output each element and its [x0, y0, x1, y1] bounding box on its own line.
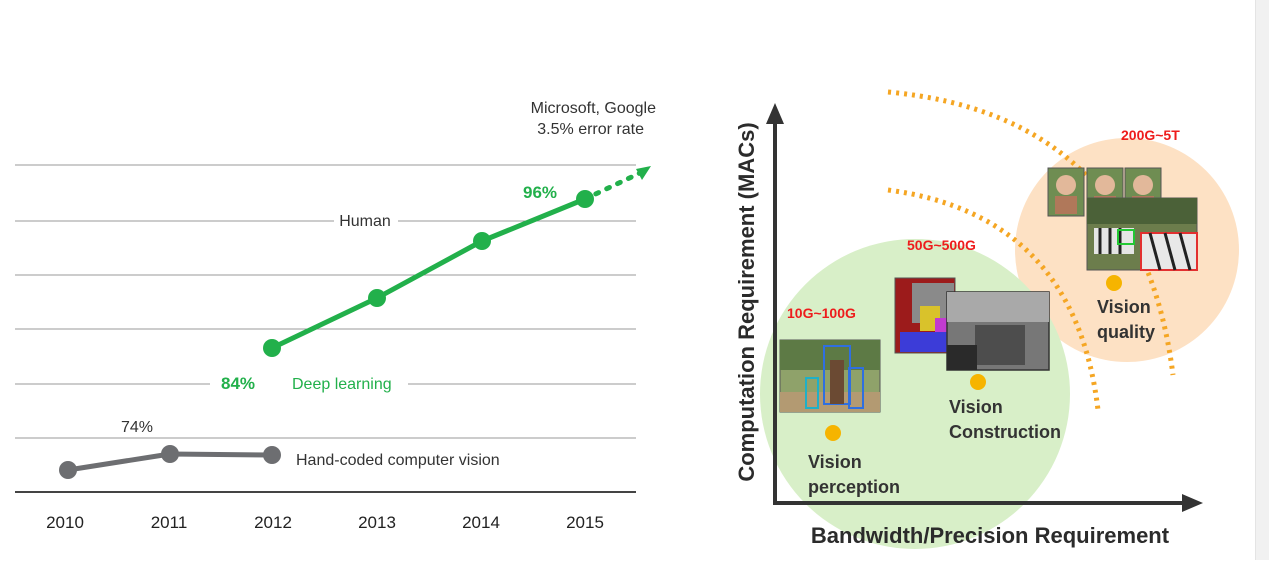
projection-arrowhead [636, 166, 651, 180]
deep-learning-point [473, 232, 491, 250]
hand-coded-point [59, 461, 77, 479]
stage-label-line2: quality [1097, 322, 1155, 342]
x-tick-labels: 2010 2011 2012 2013 2014 2015 [46, 513, 604, 532]
x-tick-label: 2014 [462, 513, 500, 532]
annotation-line1: Microsoft, Google [531, 100, 656, 117]
annotation-line2: 3.5% error rate [537, 121, 644, 138]
deep-learning-end-pct: 96% [523, 183, 557, 202]
x-tick-label: 2013 [358, 513, 396, 532]
stage-vision-construction: 50G~500G Vision Construction [894, 237, 1061, 442]
human-label: Human [339, 213, 391, 230]
deep-learning-label: Deep learning [292, 376, 392, 393]
hand-coded-label: Hand-coded computer vision [296, 452, 500, 469]
deep-learning-point [368, 289, 386, 307]
perception-image [779, 339, 881, 413]
page-edge-strip [1255, 0, 1269, 560]
y-axis-title: Computation Requirement (MACs) [734, 122, 759, 481]
macs-label-construction: 50G~500G [907, 237, 976, 253]
stage-label-line1: Vision [949, 397, 1003, 417]
x-axis-title: Bandwidth/Precision Requirement [811, 523, 1170, 548]
stage-vision-quality: 200G~5T Vision quality [1047, 127, 1198, 342]
imagenet-accuracy-chart: 2010 2011 2012 2013 2014 2015 74% Hand-c… [15, 100, 656, 532]
stage-label-line2: Construction [949, 422, 1061, 442]
deep-learning-point [263, 339, 281, 357]
stage-vision-perception: 10G~100G Vision perception [779, 305, 900, 497]
stage-dot [825, 425, 841, 441]
chart-gridlines [15, 164, 636, 439]
deep-learning-start-pct: 84% [221, 374, 255, 393]
hand-coded-point [161, 445, 179, 463]
macs-label-perception: 10G~100G [787, 305, 856, 321]
vision-requirements-diagram: Bandwidth/Precision Requirement Computat… [734, 89, 1239, 549]
stage-dot [1106, 275, 1122, 291]
dashed-boundary-arc [887, 89, 1176, 376]
annotation: Microsoft, Google 3.5% error rate [531, 100, 656, 138]
deep-learning-point [576, 190, 594, 208]
y-axis-arrowhead [766, 103, 784, 124]
x-tick-label: 2011 [151, 513, 188, 532]
deep-learning-series: 84% 96% Deep learning [221, 166, 651, 393]
deep-learning-line [270, 196, 586, 351]
x-tick-label: 2015 [566, 513, 604, 532]
zebra-image [1086, 197, 1198, 271]
x-tick-label: 2012 [254, 513, 292, 532]
x-axis-arrowhead [1182, 494, 1203, 512]
segmentation-image [894, 277, 956, 354]
stage-label-line1: Vision [808, 452, 862, 472]
stage-label-line1: Vision [1097, 297, 1151, 317]
macs-label-quality: 200G~5T [1121, 127, 1180, 143]
hand-coded-point [263, 446, 281, 464]
stage-label-line2: perception [808, 477, 900, 497]
depth-map-image [946, 291, 1050, 371]
stage-dot [970, 374, 986, 390]
deep-learning-projection [582, 170, 643, 202]
x-tick-label: 2010 [46, 513, 84, 532]
hand-coded-pct-label: 74% [121, 419, 153, 436]
hand-coded-series: 74% Hand-coded computer vision [59, 419, 500, 479]
